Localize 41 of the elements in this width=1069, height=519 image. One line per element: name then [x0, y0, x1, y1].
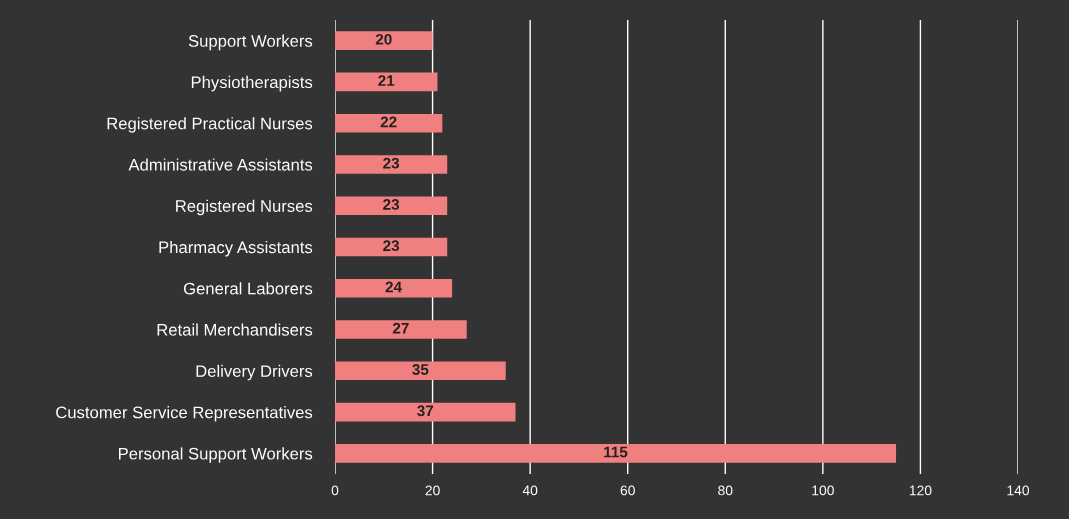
y-tick-label: General Laborers [183, 282, 313, 295]
bar [335, 320, 467, 339]
bar [335, 361, 506, 381]
x-tick-label: 140 [1007, 485, 1030, 496]
y-tick-label: Registered Nurses [176, 199, 313, 216]
data-label: 27 [392, 322, 409, 334]
data-label: 24 [385, 281, 402, 293]
data-label: 35 [412, 364, 429, 375]
data-label: 23 [383, 157, 400, 169]
y-tick-label: Pharmacy Assistants [159, 240, 313, 257]
bar [335, 196, 448, 216]
bar [335, 237, 448, 257]
y-tick-label: Registered Practical Nurses [107, 117, 313, 133]
data-label: 37 [417, 405, 434, 417]
data-label: 23 [383, 199, 400, 210]
x-tick-label: 100 [812, 485, 834, 496]
y-tick-label: Delivery Drivers [196, 364, 313, 381]
x-tick-label: 40 [522, 485, 538, 496]
y-tick-label: Support Workers [188, 34, 313, 51]
data-label: 23 [383, 240, 400, 252]
bar [335, 72, 438, 92]
data-label: 21 [378, 75, 395, 86]
x-tick-label: 80 [718, 485, 733, 496]
y-tick-label: Retail Merchandisers [157, 323, 313, 336]
x-tick-label: 120 [909, 485, 932, 496]
y-tick-label: Personal Support Workers [119, 447, 313, 463]
y-tick-label: Administrative Assistants [128, 158, 313, 171]
bar [335, 155, 448, 174]
x-tick-label: 20 [425, 485, 440, 496]
bar [335, 31, 433, 50]
y-tick-label: Physiotherapists [191, 75, 313, 92]
bar [335, 113, 443, 133]
data-label: 22 [380, 116, 397, 128]
x-tick-label: 0 [331, 485, 339, 496]
bar [335, 402, 516, 422]
data-label: 115 [604, 446, 628, 458]
bar [335, 444, 897, 463]
y-tick-label: Customer Service Representatives [56, 406, 313, 422]
data-label: 20 [375, 33, 392, 45]
bar [335, 278, 453, 298]
x-tick-label: 60 [620, 485, 635, 496]
